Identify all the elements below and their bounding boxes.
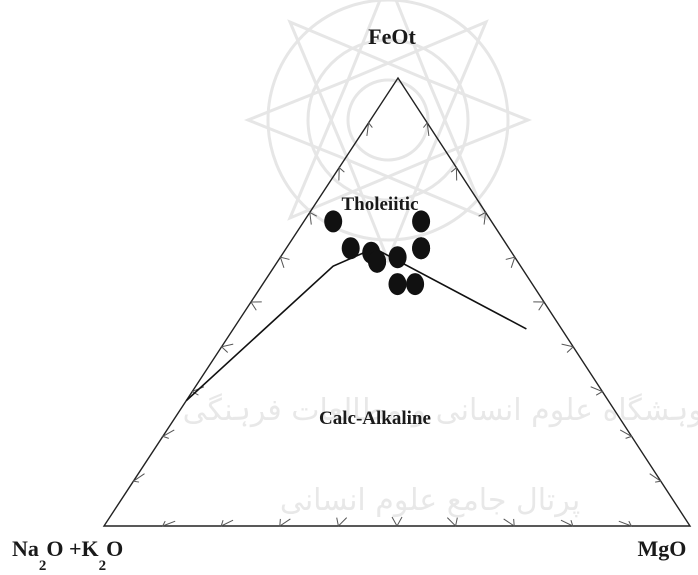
- tick-mark: [161, 520, 176, 527]
- sample-point: [412, 210, 431, 233]
- tick-mark: [279, 518, 291, 527]
- field-label-calc-alkaline: Calc-Alkaline: [319, 408, 431, 429]
- tick-mark: [446, 517, 458, 528]
- tick-mark: [505, 256, 516, 268]
- tick-mark: [618, 520, 633, 527]
- tholeiitic-calc-alkaline-boundary: [185, 247, 527, 402]
- tick-mark: [338, 166, 345, 181]
- tick-mark: [366, 121, 373, 136]
- vertex-label-alkali-sub2: 2: [99, 558, 107, 574]
- sample-point: [388, 246, 407, 269]
- tick-mark: [309, 211, 318, 225]
- sample-point: [324, 210, 343, 233]
- watermark-text-2: پرتال جامع علوم انسانی: [280, 483, 580, 518]
- watermark-rosette: [243, 0, 533, 265]
- vertex-label-alkali-sub1: 2: [39, 558, 47, 574]
- sample-point: [368, 250, 387, 273]
- tick-mark: [250, 301, 262, 311]
- watermark-text-1: ژوہشگاه علوم انسانی و مطالعات فرہنگی: [183, 393, 698, 428]
- tick-mark: [132, 473, 145, 483]
- sample-point: [412, 237, 431, 260]
- vertex-label-alkali-ok: O +K: [46, 536, 98, 561]
- sample-point: [388, 273, 407, 296]
- tick-mark: [503, 518, 515, 527]
- tick-mark: [533, 301, 545, 311]
- tick-marks: [132, 121, 663, 528]
- sample-point: [341, 237, 360, 260]
- vertex-label-feot: FeOt: [368, 24, 416, 49]
- tick-mark: [423, 121, 430, 136]
- tick-mark: [561, 343, 575, 353]
- tick-mark: [649, 473, 663, 483]
- sample-points: [324, 210, 431, 296]
- tick-mark: [478, 211, 487, 225]
- vertex-label-alkali-na: Na: [12, 536, 39, 561]
- tick-mark: [220, 519, 234, 527]
- triangle-outline: [102, 76, 692, 527]
- field-label-tholeiitic: Tholeiitic: [341, 194, 418, 215]
- tick-mark: [279, 256, 290, 268]
- tick-mark: [161, 429, 175, 439]
- sample-point: [406, 273, 425, 296]
- tick-mark: [391, 516, 403, 528]
- tick-mark: [619, 429, 633, 439]
- tick-mark: [336, 517, 348, 528]
- vertex-label-alkali-o: O: [106, 536, 123, 561]
- tick-mark: [220, 343, 234, 353]
- tick-mark: [590, 386, 604, 396]
- vertex-label-alkali: Na2O +K2O: [12, 536, 123, 574]
- vertex-label-mgo: MgO: [638, 536, 687, 561]
- tick-mark: [450, 166, 458, 181]
- tick-mark: [560, 519, 574, 527]
